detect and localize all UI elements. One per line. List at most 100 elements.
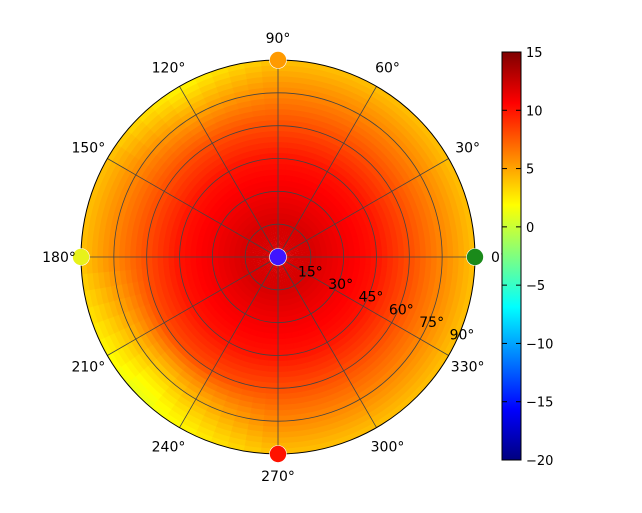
heat-cell bbox=[99, 287, 110, 306]
heat-cell bbox=[152, 188, 165, 203]
heat-cell bbox=[203, 380, 220, 393]
heat-cell bbox=[310, 259, 317, 264]
heat-cell bbox=[307, 420, 326, 431]
heat-cell bbox=[261, 436, 280, 444]
heat-cell bbox=[289, 267, 296, 273]
heat-cell bbox=[139, 165, 153, 182]
heat-cell bbox=[206, 405, 224, 418]
heat-cell bbox=[395, 210, 406, 225]
heat-cell bbox=[405, 318, 419, 334]
heat-cell bbox=[110, 212, 120, 231]
heat-cell bbox=[283, 265, 288, 272]
heat-cell bbox=[350, 92, 369, 106]
heat-cell bbox=[390, 324, 403, 339]
heat-cell bbox=[205, 127, 221, 140]
heat-cell bbox=[430, 181, 444, 199]
heat-cell bbox=[425, 241, 432, 257]
heat-cell bbox=[224, 366, 239, 377]
heat-cell bbox=[353, 293, 364, 304]
heat-cell bbox=[352, 269, 360, 279]
heat-cell bbox=[362, 287, 372, 299]
heat-cell bbox=[238, 359, 251, 369]
heat-cell bbox=[343, 256, 350, 264]
heat-cell bbox=[408, 243, 416, 257]
heat-cell bbox=[171, 159, 186, 174]
heat-cell bbox=[258, 244, 265, 249]
heat-cell bbox=[116, 347, 132, 366]
heat-cell bbox=[283, 271, 288, 279]
heat-cell bbox=[386, 189, 398, 204]
heat-cell bbox=[389, 139, 405, 155]
heat-cell bbox=[112, 182, 125, 201]
heat-cell bbox=[250, 109, 266, 118]
heat-cell bbox=[358, 263, 366, 273]
heat-cell bbox=[390, 234, 399, 247]
heat-cell bbox=[269, 349, 280, 357]
heat-cell bbox=[269, 168, 278, 176]
heat-cell bbox=[283, 235, 288, 243]
heat-cell bbox=[380, 102, 398, 119]
heat-cell bbox=[148, 171, 162, 188]
polar-grid bbox=[81, 60, 475, 454]
heat-cell bbox=[241, 240, 249, 247]
heat-cell bbox=[282, 283, 287, 290]
heat-cell bbox=[278, 365, 290, 373]
heat-cell bbox=[285, 264, 291, 271]
heat-cell bbox=[157, 235, 165, 249]
heat-cell bbox=[371, 209, 382, 222]
heat-cell bbox=[304, 404, 321, 414]
heat-cell bbox=[294, 269, 302, 275]
heat-cell bbox=[92, 305, 104, 325]
heat-cell bbox=[406, 192, 418, 209]
heat-cell bbox=[266, 236, 272, 243]
heat-cell bbox=[181, 334, 194, 348]
heat-cell bbox=[457, 255, 465, 274]
heat-cell bbox=[328, 390, 345, 402]
heat-cell bbox=[235, 163, 247, 174]
heat-cell bbox=[288, 252, 295, 256]
heat-cell bbox=[135, 268, 144, 284]
heat-cell bbox=[139, 369, 156, 387]
heat-cell bbox=[354, 82, 375, 96]
heat-cell bbox=[185, 119, 202, 133]
heat-cell bbox=[102, 302, 115, 321]
heat-cell bbox=[201, 263, 209, 272]
heat-cell bbox=[214, 361, 229, 373]
heat-cell bbox=[156, 126, 173, 143]
heat-cell bbox=[277, 163, 287, 170]
heat-cell bbox=[350, 352, 364, 366]
heat-cell bbox=[201, 415, 220, 428]
heat-cell bbox=[152, 122, 169, 139]
heat-cell bbox=[208, 66, 229, 78]
heat-cell bbox=[425, 345, 441, 365]
heat-cell bbox=[353, 241, 361, 251]
heat-cell bbox=[339, 419, 359, 433]
heat-cell bbox=[451, 320, 465, 341]
heat-cell bbox=[321, 127, 337, 138]
heat-cell bbox=[288, 120, 302, 128]
heat-cell bbox=[276, 103, 292, 110]
heat-cell bbox=[168, 317, 181, 331]
heat-cell bbox=[157, 246, 164, 259]
heat-cell bbox=[102, 318, 116, 338]
heat-cell bbox=[263, 108, 278, 116]
heat-cell bbox=[294, 289, 301, 298]
heat-cell bbox=[151, 245, 159, 259]
heat-cell bbox=[261, 249, 269, 254]
heat-cell bbox=[364, 125, 381, 140]
heat-cell bbox=[195, 263, 203, 273]
heat-cell bbox=[258, 272, 265, 279]
heat-cell bbox=[157, 373, 174, 389]
heat-cell bbox=[101, 178, 115, 198]
heat-cell bbox=[246, 242, 254, 248]
heat-cell bbox=[210, 137, 225, 149]
heat-cell bbox=[168, 344, 183, 360]
marker-center bbox=[269, 248, 287, 266]
heat-cell bbox=[118, 313, 130, 331]
heat-cell bbox=[132, 177, 146, 194]
heat-cell bbox=[292, 245, 299, 251]
heat-cell bbox=[284, 236, 290, 243]
heat-cell bbox=[339, 161, 353, 174]
heat-cell bbox=[292, 336, 302, 344]
heat-cell bbox=[273, 212, 278, 219]
